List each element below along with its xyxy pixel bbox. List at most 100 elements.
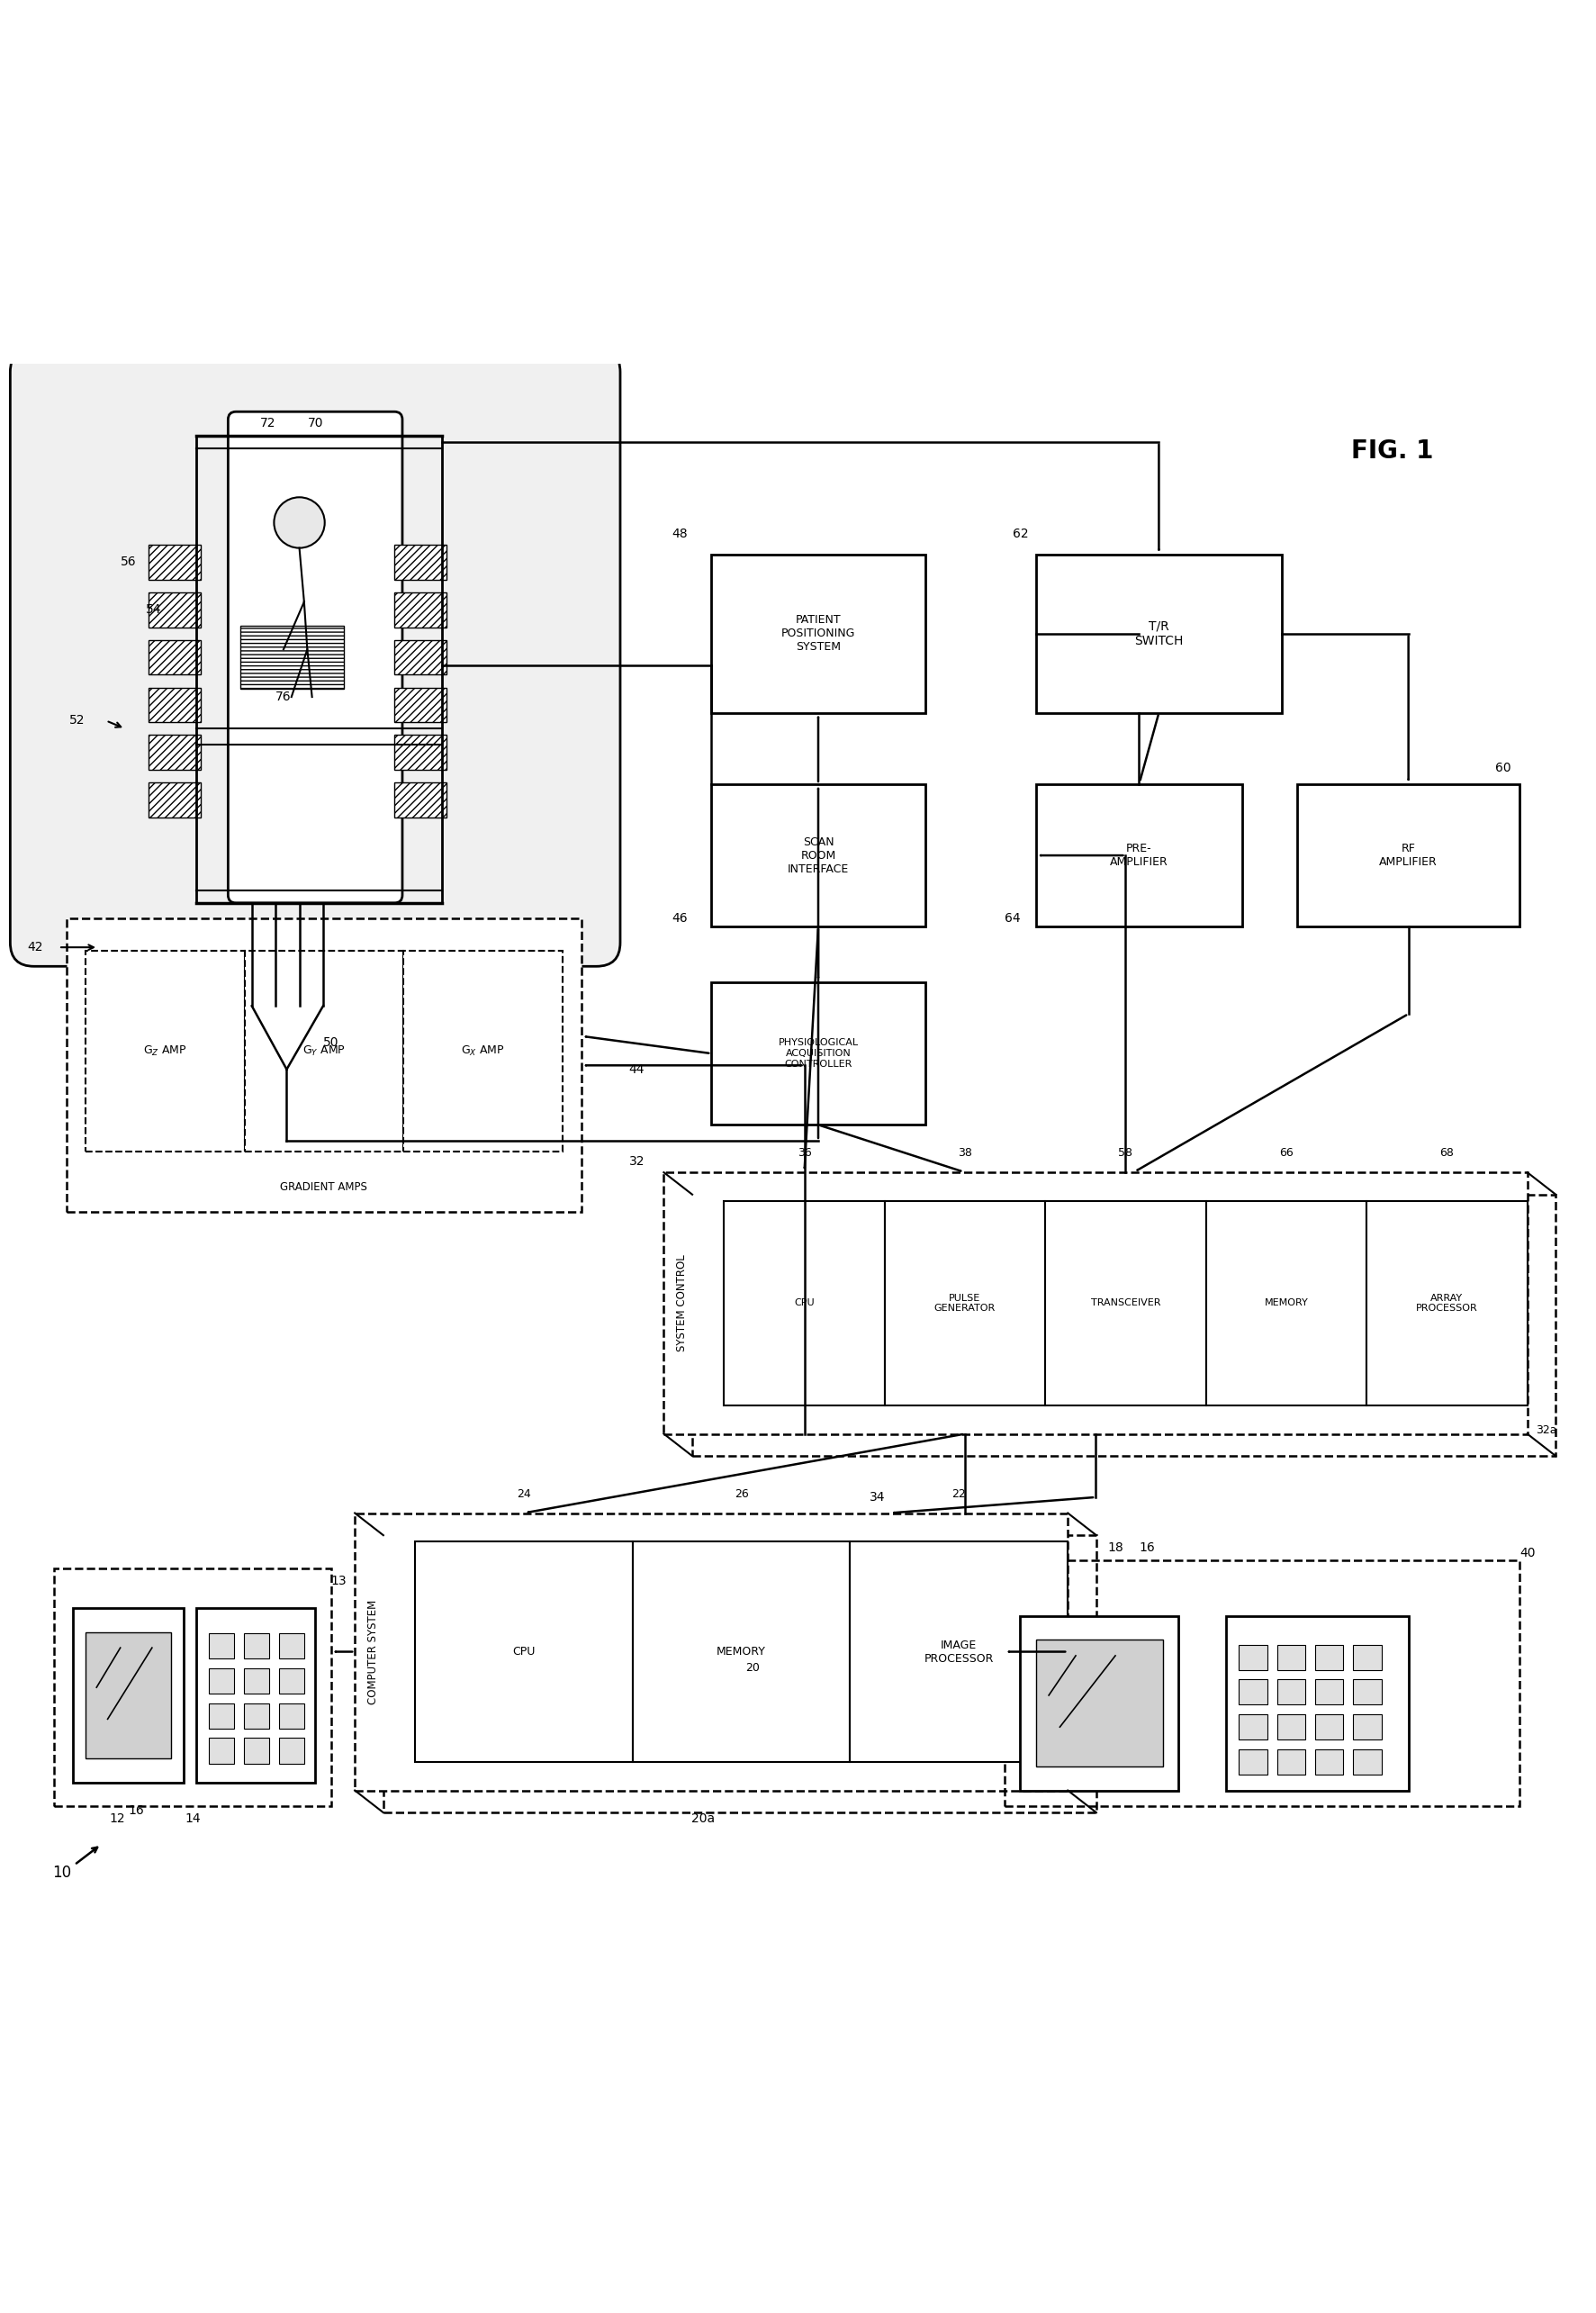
Bar — [1036, 784, 1242, 928]
Text: 18: 18 — [1106, 1543, 1122, 1554]
Text: 60: 60 — [1495, 761, 1510, 775]
Bar — [664, 1173, 1526, 1434]
Bar — [394, 546, 447, 581]
Text: 40: 40 — [1518, 1547, 1534, 1559]
Text: MEMORY: MEMORY — [1264, 1298, 1307, 1307]
Text: 12: 12 — [109, 1813, 124, 1825]
Bar — [394, 641, 447, 675]
Bar — [1277, 1749, 1304, 1774]
Text: PRE-
AMPLIFIER: PRE- AMPLIFIER — [1109, 842, 1168, 867]
Text: 20: 20 — [745, 1661, 760, 1672]
Bar — [1352, 1749, 1381, 1774]
Text: PULSE
GENERATOR: PULSE GENERATOR — [934, 1293, 996, 1314]
Text: 13: 13 — [330, 1575, 346, 1587]
Bar — [1352, 1714, 1381, 1739]
Bar — [196, 1608, 314, 1783]
Text: 38: 38 — [958, 1147, 972, 1159]
Bar — [241, 625, 343, 689]
Bar — [1238, 1645, 1267, 1670]
Text: 44: 44 — [629, 1064, 645, 1076]
Text: 46: 46 — [672, 914, 688, 925]
Text: 10: 10 — [53, 1864, 72, 1880]
Bar — [394, 736, 447, 770]
Bar — [148, 546, 201, 581]
Text: PATIENT
POSITIONING
SYSTEM: PATIENT POSITIONING SYSTEM — [780, 615, 855, 652]
Bar — [394, 782, 447, 816]
Bar — [148, 641, 201, 675]
Bar — [1004, 1561, 1518, 1806]
Text: G$_Y$ AMP: G$_Y$ AMP — [302, 1043, 345, 1057]
Bar — [1314, 1679, 1342, 1705]
Text: 66: 66 — [1278, 1147, 1293, 1159]
Bar — [383, 1536, 1096, 1813]
Bar — [209, 1668, 235, 1693]
Text: 16: 16 — [128, 1804, 144, 1818]
Bar — [1277, 1679, 1304, 1705]
Bar — [1298, 784, 1518, 928]
Bar — [394, 736, 447, 770]
Text: 22: 22 — [951, 1487, 966, 1499]
Text: SYSTEM CONTROL: SYSTEM CONTROL — [677, 1254, 688, 1351]
Bar — [710, 784, 924, 928]
Bar — [244, 951, 404, 1152]
Text: 48: 48 — [672, 527, 688, 539]
Bar — [279, 1737, 303, 1763]
Text: COMPUTER SYSTEM: COMPUTER SYSTEM — [367, 1598, 378, 1705]
Text: 54: 54 — [145, 604, 161, 615]
Bar — [148, 782, 201, 816]
Text: SCAN
ROOM
INTERFACE: SCAN ROOM INTERFACE — [787, 835, 849, 874]
Text: GRADIENT AMPS: GRADIENT AMPS — [281, 1182, 367, 1194]
Text: 58: 58 — [1117, 1147, 1132, 1159]
Bar — [394, 687, 447, 722]
Text: FIG. 1: FIG. 1 — [1350, 439, 1433, 465]
Bar — [1226, 1617, 1408, 1790]
Bar — [1314, 1749, 1342, 1774]
Bar — [73, 1608, 184, 1783]
Bar — [1314, 1714, 1342, 1739]
Text: 68: 68 — [1440, 1147, 1454, 1159]
Text: 50: 50 — [322, 1036, 338, 1048]
Bar — [1238, 1679, 1267, 1705]
Bar — [148, 782, 201, 816]
Bar — [279, 1633, 303, 1658]
Bar — [86, 1633, 171, 1758]
Text: PHYSIOLOGICAL
ACQUISITION
CONTROLLER: PHYSIOLOGICAL ACQUISITION CONTROLLER — [777, 1039, 859, 1069]
Text: 52: 52 — [70, 715, 85, 726]
Bar — [148, 641, 201, 675]
Bar — [148, 592, 201, 627]
Text: 72: 72 — [260, 416, 276, 430]
Text: 42: 42 — [27, 941, 43, 953]
Text: 24: 24 — [517, 1487, 530, 1499]
Bar — [1314, 1645, 1342, 1670]
Circle shape — [275, 497, 324, 548]
Bar — [86, 951, 244, 1152]
Text: ARRAY
PROCESSOR: ARRAY PROCESSOR — [1416, 1293, 1476, 1314]
Text: TRANSCEIVER: TRANSCEIVER — [1090, 1298, 1160, 1307]
Bar — [404, 951, 562, 1152]
Text: CPU: CPU — [793, 1298, 814, 1307]
Bar — [244, 1702, 270, 1728]
Bar — [394, 687, 447, 722]
Bar — [279, 1668, 303, 1693]
Text: 56: 56 — [120, 555, 136, 569]
Bar — [710, 983, 924, 1124]
Bar — [394, 546, 447, 581]
Text: CPU: CPU — [512, 1647, 535, 1658]
Text: 16: 16 — [1138, 1543, 1154, 1554]
Bar — [148, 546, 201, 581]
Text: IMAGE
PROCESSOR: IMAGE PROCESSOR — [924, 1640, 993, 1665]
Bar — [394, 592, 447, 627]
Text: 34: 34 — [870, 1492, 886, 1503]
Bar — [1036, 1640, 1162, 1767]
Bar — [723, 1200, 884, 1406]
Bar — [1045, 1200, 1205, 1406]
Bar — [394, 592, 447, 627]
Bar — [209, 1702, 235, 1728]
Text: RF
AMPLIFIER: RF AMPLIFIER — [1379, 842, 1436, 867]
Bar — [1277, 1645, 1304, 1670]
Bar — [1020, 1617, 1178, 1790]
Bar — [209, 1737, 235, 1763]
Bar — [1238, 1749, 1267, 1774]
Bar — [1277, 1714, 1304, 1739]
Text: 36: 36 — [796, 1147, 811, 1159]
